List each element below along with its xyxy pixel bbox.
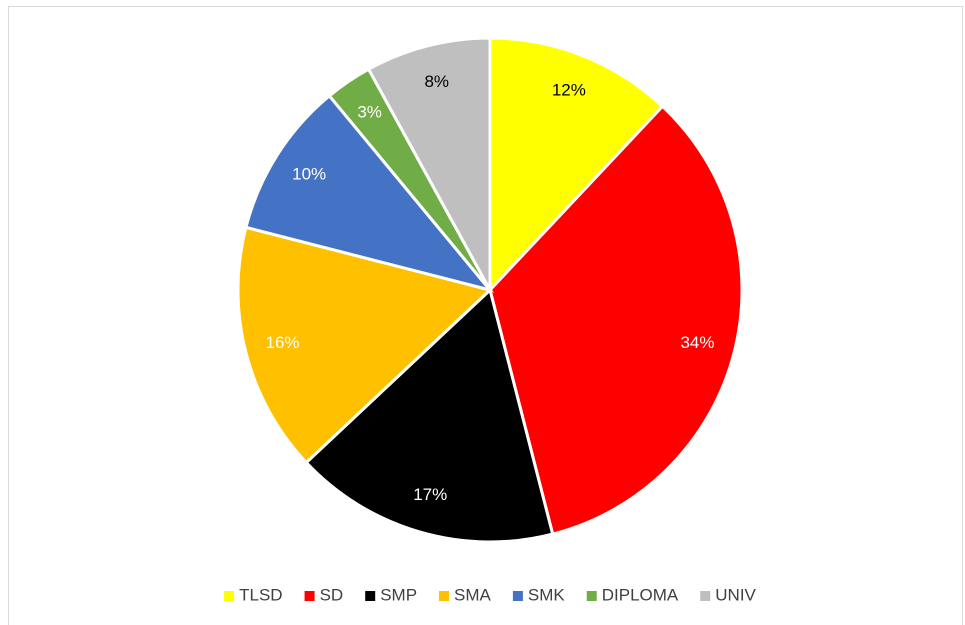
data-label: 17% <box>413 485 447 504</box>
data-label: 8% <box>424 72 449 91</box>
legend-label: SD <box>320 585 344 604</box>
pie-slice <box>488 36 665 294</box>
legend-label: DIPLOMA <box>602 585 679 604</box>
pie-slice <box>366 36 492 291</box>
legend-swatch <box>586 591 597 601</box>
pie-slice <box>488 104 744 536</box>
data-label: 12% <box>552 80 586 99</box>
legend-label: SMP <box>380 585 417 604</box>
pie-slice <box>236 225 494 465</box>
legend-swatch <box>304 591 315 601</box>
legend-swatch <box>512 591 523 601</box>
legend-label: TLSD <box>239 585 282 604</box>
pie-slice <box>304 287 555 544</box>
legend-label: UNIV <box>715 585 756 604</box>
legend-swatch <box>700 591 711 601</box>
data-label: 10% <box>292 165 326 184</box>
legend-swatch <box>365 591 376 601</box>
legend-swatch <box>224 591 235 601</box>
data-label: 3% <box>357 102 382 121</box>
pie-slice <box>244 93 495 293</box>
legend-swatch <box>439 591 450 601</box>
legend-label: SMA <box>454 585 492 604</box>
legend-label: SMK <box>528 585 566 604</box>
data-label: 16% <box>266 333 300 352</box>
data-label: 34% <box>680 333 714 352</box>
